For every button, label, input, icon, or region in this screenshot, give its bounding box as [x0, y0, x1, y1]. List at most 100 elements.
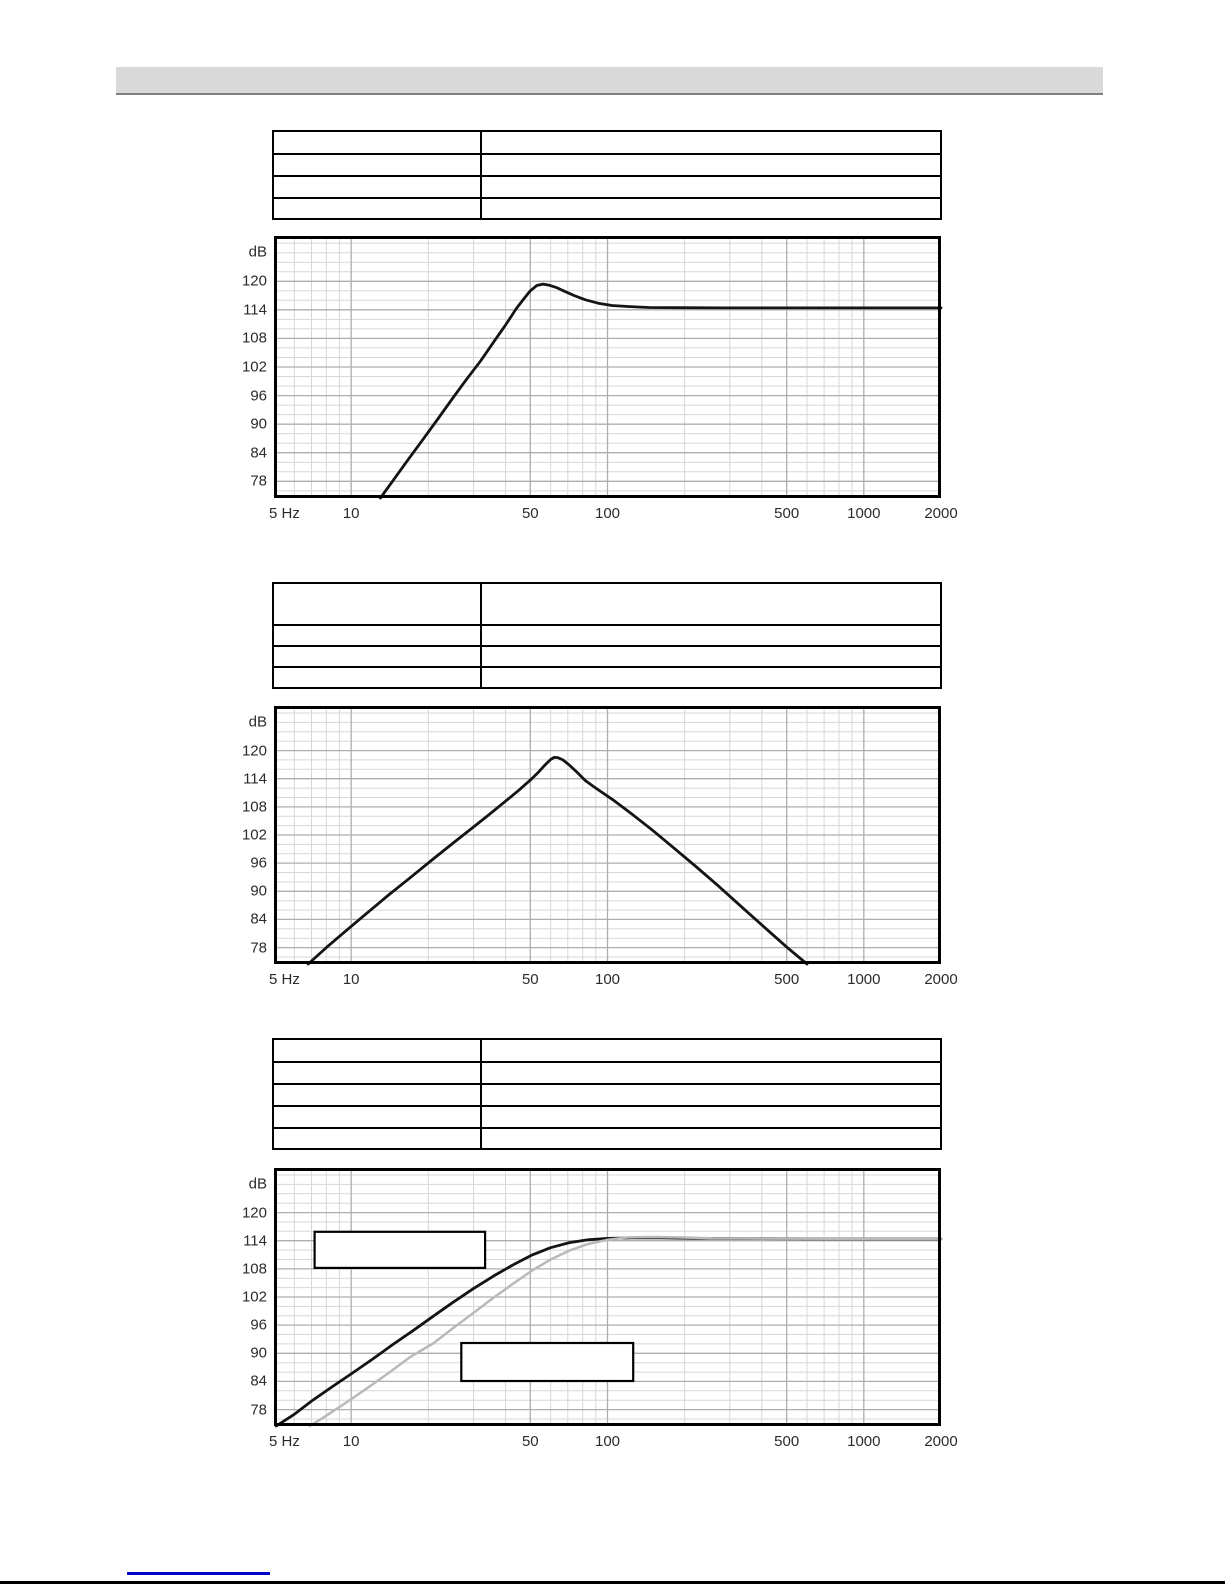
table-cell — [482, 132, 940, 153]
x-tick-label: 500 — [774, 971, 800, 988]
table-row — [274, 132, 940, 153]
table-cell — [482, 199, 940, 218]
y-tick-label: 84 — [250, 910, 267, 928]
table-row — [274, 197, 940, 218]
table-cell — [274, 199, 482, 218]
x-tick-label: 10 — [342, 505, 360, 522]
table-cell — [482, 1085, 940, 1105]
y-axis-unit: dB — [248, 713, 267, 731]
y-tick-label: 96 — [250, 387, 267, 405]
y-tick-label: 78 — [250, 939, 267, 957]
table-cell — [274, 1063, 482, 1083]
y-tick-label: 108 — [241, 1260, 267, 1278]
table-row — [274, 1083, 940, 1105]
table-cell — [274, 132, 482, 153]
y-axis-unit: dB — [248, 243, 267, 261]
spec-table-3 — [272, 1038, 942, 1150]
y-tick-label: 120 — [241, 742, 267, 760]
table-row — [274, 1040, 940, 1061]
y-tick-label: 78 — [250, 472, 267, 490]
table-cell — [274, 177, 482, 197]
table-cell — [274, 647, 482, 666]
x-tick-label: 1000 — [847, 1433, 881, 1450]
table-row — [274, 666, 940, 687]
x-tick-label: 100 — [594, 1433, 621, 1450]
x-tick-label: 1000 — [847, 971, 881, 988]
table-cell — [274, 626, 482, 645]
table-cell — [482, 584, 940, 624]
y-tick-label: 84 — [250, 444, 267, 462]
x-tick-label: 5 Hz — [269, 505, 300, 522]
table-cell — [482, 647, 940, 666]
annotation-box — [313, 1230, 487, 1269]
table-cell — [482, 668, 940, 687]
y-axis-unit: dB — [248, 1175, 267, 1193]
y-tick-label: 120 — [241, 1204, 267, 1222]
table-row — [274, 645, 940, 666]
footer-rule — [0, 1581, 1225, 1584]
table-cell — [482, 626, 940, 645]
chart-canvas — [274, 1168, 943, 1428]
spec-table-1 — [272, 130, 942, 220]
table-row — [274, 1105, 940, 1127]
y-tick-label: 108 — [241, 798, 267, 816]
table-cell — [274, 1040, 482, 1061]
x-tick-label: 2000 — [924, 971, 958, 988]
x-tick-label: 5 Hz — [269, 971, 300, 988]
table-cell — [482, 1107, 940, 1127]
y-tick-label: 114 — [243, 770, 267, 788]
x-tick-label: 5 Hz — [269, 1433, 300, 1450]
table-row — [274, 153, 940, 175]
x-tick-label: 500 — [774, 505, 800, 522]
table-cell — [482, 155, 940, 175]
y-tick-label: 102 — [241, 1288, 267, 1306]
table-cell — [274, 1085, 482, 1105]
x-tick-label: 2000 — [924, 1433, 958, 1450]
chart-canvas — [274, 706, 941, 966]
table-cell — [482, 1063, 940, 1083]
chart-1: dB 120 114 108 102 96 90 84 78 5 Hz 10 50 100 500 1000… — [242, 236, 958, 521]
y-tick-label: 114 — [243, 1232, 267, 1250]
table-cell — [482, 177, 940, 197]
x-tick-label: 50 — [521, 1433, 539, 1450]
x-tick-label: 100 — [594, 505, 621, 522]
y-tick-label: 114 — [243, 301, 267, 319]
chart-2: dB 120 114 108 102 96 90 84 78 5 Hz 10 50 100 500 1000… — [242, 706, 958, 987]
footer-link-underline[interactable] — [127, 1572, 270, 1575]
table-cell — [482, 1040, 940, 1061]
table-row — [274, 175, 940, 197]
table-cell — [274, 1107, 482, 1127]
y-tick-label: 120 — [241, 272, 267, 290]
table-cell — [274, 584, 482, 624]
y-tick-label: 90 — [250, 415, 267, 433]
x-tick-label: 500 — [774, 1433, 800, 1450]
y-tick-label: 96 — [250, 1316, 267, 1334]
x-tick-label: 50 — [521, 971, 539, 988]
table-cell — [274, 1129, 482, 1148]
y-tick-label: 102 — [241, 826, 267, 844]
x-tick-label: 10 — [342, 971, 360, 988]
y-tick-label: 102 — [241, 358, 267, 376]
y-tick-label: 90 — [250, 1344, 267, 1362]
annotation-box — [460, 1341, 635, 1383]
table-row — [274, 584, 940, 624]
table-row — [274, 1061, 940, 1083]
y-tick-label: 90 — [250, 882, 267, 900]
table-row — [274, 1127, 940, 1148]
table-cell — [274, 668, 482, 687]
y-tick-label: 78 — [250, 1401, 267, 1419]
table-cell — [482, 1129, 940, 1148]
spec-table-2 — [272, 582, 942, 689]
x-tick-label: 100 — [594, 971, 621, 988]
x-tick-label: 1000 — [847, 505, 881, 522]
header-bar — [116, 67, 1103, 95]
y-tick-label: 108 — [241, 329, 267, 347]
chart-3: dB 120 114 108 102 96 90 84 78 5 Hz 10 50 100 500 1000… — [242, 1168, 958, 1449]
table-row — [274, 624, 940, 645]
x-tick-label: 10 — [342, 1433, 360, 1450]
table-cell — [274, 155, 482, 175]
y-tick-label: 96 — [250, 854, 267, 872]
x-tick-label: 2000 — [924, 505, 958, 522]
chart-canvas — [274, 236, 943, 500]
